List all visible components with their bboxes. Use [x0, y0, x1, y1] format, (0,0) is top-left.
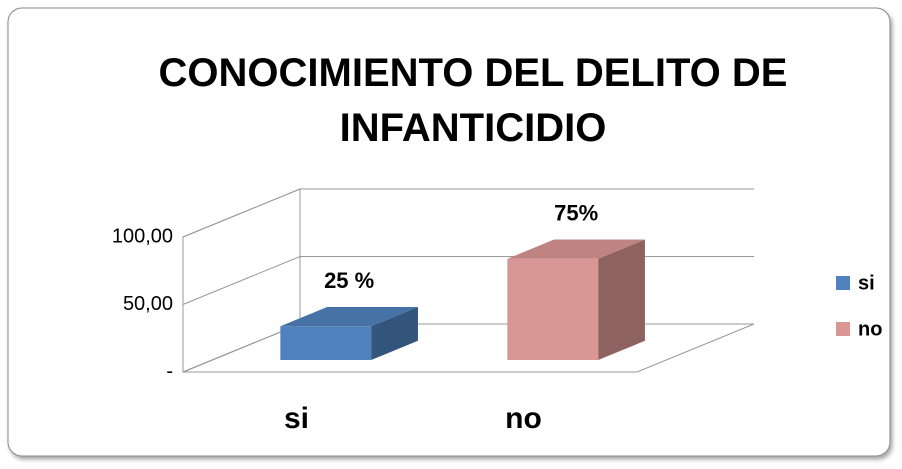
bar-front	[280, 326, 372, 360]
chart-frame	[7, 7, 891, 457]
value-label: 25 %	[324, 268, 374, 293]
chart-title: CONOCIMIENTO DEL DELITO DE INFANTICIDIO	[159, 51, 788, 150]
y-tick-label: -	[166, 360, 173, 382]
bar-top	[280, 307, 418, 327]
value-label: 75%	[554, 200, 598, 225]
bar-side	[598, 239, 645, 360]
bar	[280, 307, 418, 360]
y-tick-label: 100,00	[112, 225, 173, 247]
bar	[507, 239, 645, 360]
bar-side	[371, 307, 418, 360]
bar-top	[507, 239, 645, 259]
x-tick-label: si	[284, 402, 309, 435]
grid-line	[182, 188, 754, 238]
legend-label: si	[858, 272, 875, 294]
x-tick-label: no	[505, 402, 542, 435]
legend-label: no	[858, 318, 882, 340]
legend-swatch	[836, 276, 850, 290]
legend-swatch	[836, 322, 850, 336]
bar-front	[507, 258, 599, 360]
y-tick-label: 50,00	[123, 293, 173, 315]
